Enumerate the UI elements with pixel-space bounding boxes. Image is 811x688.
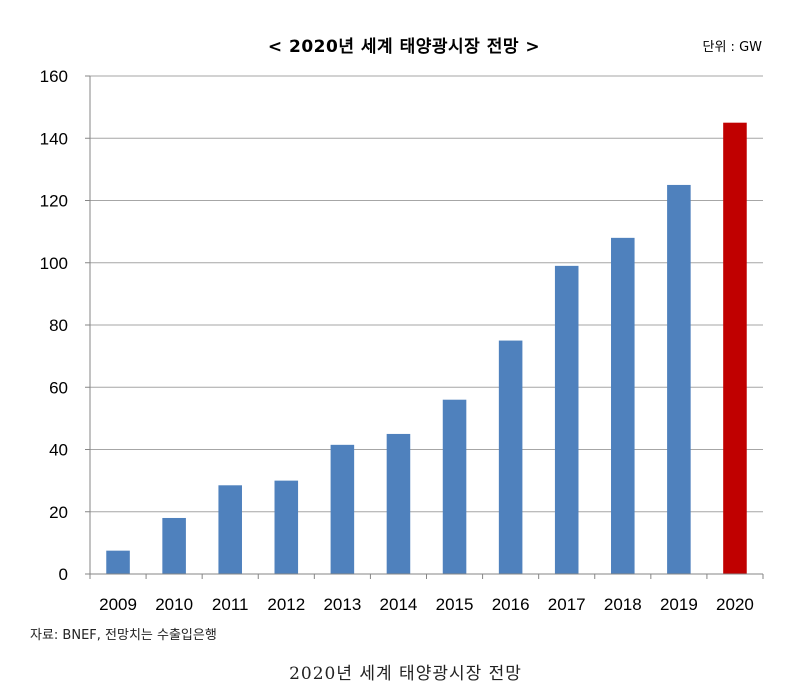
x-axis-ticks: 2009 2010 2011 2012 2013 2014 2015 2016 2017 2018… <box>89 574 764 614</box>
x-tick-label: 2020 <box>716 595 754 614</box>
y-tick-label: 20 <box>49 503 68 522</box>
y-tick-label: 40 <box>49 441 68 460</box>
source-note: 자료: BNEF, 전망치는 수출입은행 <box>30 628 217 643</box>
x-tick-label: 2014 <box>380 595 418 614</box>
x-tick-label: 2018 <box>604 595 642 614</box>
y-tick-label: 80 <box>49 316 68 335</box>
x-tick-label: 2019 <box>660 595 698 614</box>
x-tick-label: 2017 <box>548 595 586 614</box>
bar <box>330 444 355 574</box>
y-tick-label: 100 <box>40 254 68 273</box>
x-tick-label: 2013 <box>323 595 361 614</box>
x-tick-label: 2011 <box>212 595 249 614</box>
y-tick-label: 160 <box>40 67 68 86</box>
x-tick-label: 2010 <box>155 595 193 614</box>
figure-caption: 2020년 세계 태양광시장 전망 <box>289 664 522 684</box>
bar <box>162 517 186 574</box>
gridlines <box>90 75 763 513</box>
bar <box>106 550 130 574</box>
y-tick-label: 120 <box>40 192 68 211</box>
bar <box>498 340 523 574</box>
y-tick-label: 140 <box>40 129 68 148</box>
x-tick-label: 2012 <box>267 595 305 614</box>
bar <box>667 184 691 574</box>
y-axis-ticks: 0 20 40 60 80 100 120 140 160 <box>40 67 90 584</box>
bar <box>442 399 467 574</box>
chart-title: < 2020년 세계 태양광시장 전망 > <box>267 37 541 57</box>
bar <box>274 480 299 574</box>
x-tick-label: 2009 <box>99 595 137 614</box>
x-tick-label: 2016 <box>492 595 530 614</box>
x-tick-label: 2015 <box>436 595 474 614</box>
unit-label: 단위 : GW <box>702 40 763 55</box>
bar <box>723 122 747 574</box>
chart-frame: < 2020년 세계 태양광시장 전망 > 단위 : GW 0 20 40 60 80 1… <box>30 28 778 622</box>
bar <box>554 265 579 574</box>
bar <box>611 237 635 574</box>
y-tick-label: 0 <box>59 565 68 584</box>
bar-series <box>106 122 747 574</box>
bar <box>386 433 411 574</box>
bar <box>218 485 242 574</box>
y-tick-label: 60 <box>49 378 68 397</box>
